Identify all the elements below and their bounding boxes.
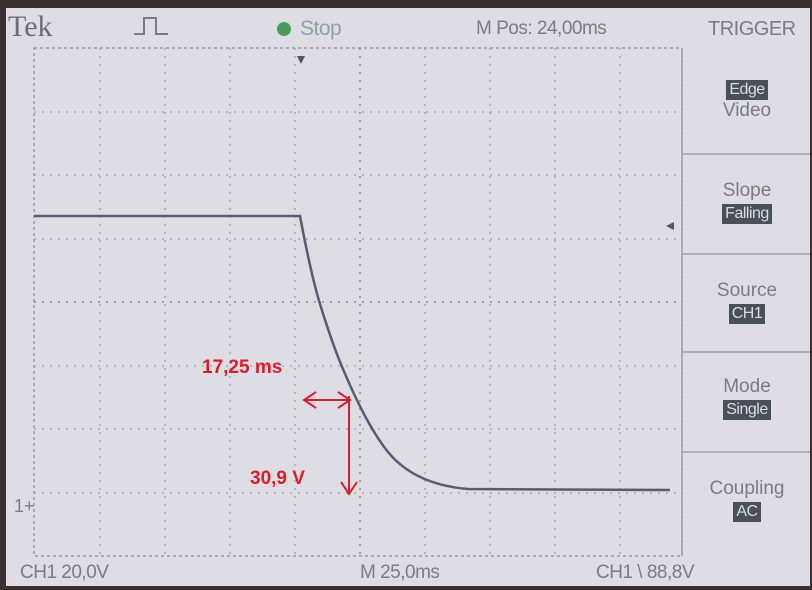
menu-item-value: Edge bbox=[726, 80, 768, 100]
voltage-annotation-arrow bbox=[340, 396, 358, 496]
run-state: Stop bbox=[300, 17, 342, 40]
arrow-down-icon bbox=[297, 56, 305, 64]
brand-logo: Tek bbox=[8, 10, 53, 43]
menu-item-label: Source bbox=[716, 280, 778, 301]
menu-item-label: Mode bbox=[723, 376, 771, 397]
main-position-readout: M Pos: 24,00ms bbox=[476, 18, 607, 39]
menu-item-value: CH1 bbox=[728, 304, 766, 324]
menu-item-label: Slope bbox=[722, 180, 772, 201]
timebase-readout: M 25,0ms bbox=[360, 562, 440, 583]
menu-item-value: AC bbox=[733, 502, 761, 522]
menu-title: TRIGGER bbox=[708, 18, 796, 40]
time-annotation: 17,25 ms bbox=[202, 357, 283, 378]
menu-item-type[interactable]: Edge Video bbox=[684, 78, 810, 122]
menu-item-value-alt: Video bbox=[722, 100, 772, 121]
time-annotation-arrow bbox=[302, 391, 352, 409]
menu-separators bbox=[681, 48, 810, 556]
waveform-trace bbox=[34, 214, 671, 492]
menu-item-slope[interactable]: Slope Falling bbox=[684, 180, 810, 224]
waveform-display bbox=[33, 47, 810, 557]
channel-marker: 1+ bbox=[14, 496, 35, 516]
voltage-annotation: 30,9 V bbox=[250, 468, 305, 489]
menu-item-coupling[interactable]: Coupling AC bbox=[684, 478, 810, 522]
oscilloscope-screen: Tek Stop M Pos: 24,00ms TRIGGER Edge Vid… bbox=[6, 8, 810, 586]
menu-item-source[interactable]: Source CH1 bbox=[684, 280, 810, 324]
menu-item-value: Falling bbox=[722, 204, 772, 224]
ch1-scale-readout: CH1 20,0V bbox=[20, 562, 109, 583]
run-status-indicator bbox=[277, 22, 291, 36]
menu-item-mode[interactable]: Mode Single bbox=[684, 376, 810, 420]
menu-item-label: Coupling bbox=[709, 478, 785, 499]
arrow-left-icon bbox=[666, 222, 674, 230]
graticule-horizontal-lines bbox=[34, 111, 682, 494]
trigger-level-readout: CH1 \ 88,8V bbox=[596, 562, 695, 583]
menu-item-value: Single bbox=[723, 400, 771, 420]
pulse-icon bbox=[134, 17, 168, 35]
